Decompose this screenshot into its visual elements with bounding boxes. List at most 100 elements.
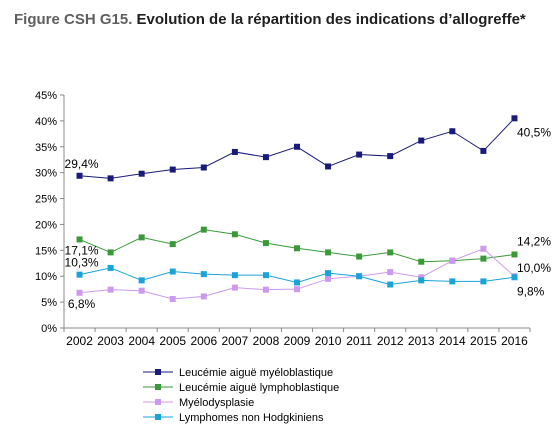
data-point	[200, 271, 207, 278]
data-point	[200, 164, 207, 171]
legend-marker	[155, 399, 161, 405]
data-point	[356, 151, 363, 158]
data-point	[169, 241, 176, 248]
y-tick-label: 10%	[35, 271, 57, 283]
x-tick-label: 2012	[377, 334, 404, 348]
data-point	[511, 251, 518, 258]
x-tick-label: 2010	[315, 334, 342, 348]
data-point	[449, 257, 456, 264]
data-point	[200, 293, 207, 300]
data-point	[262, 286, 269, 293]
figure-label: Figure CSH G15.	[14, 11, 133, 28]
data-label: 9,8%	[517, 284, 545, 298]
data-point	[418, 277, 425, 284]
data-point	[449, 278, 456, 285]
y-tick-label: 25%	[35, 194, 57, 206]
data-point	[356, 273, 363, 280]
x-tick-label: 2008	[253, 334, 280, 348]
y-tick-label: 0%	[41, 323, 57, 335]
legend-label: Leucémie aiguë lymphoblastique	[179, 382, 339, 394]
x-tick-label: 2007	[222, 334, 249, 348]
y-tick-label: 15%	[35, 245, 57, 257]
data-point	[200, 226, 207, 233]
y-tick-label: 40%	[35, 116, 57, 128]
x-tick-label: 2002	[66, 334, 93, 348]
data-point	[480, 278, 487, 285]
legend-marker	[155, 369, 161, 375]
data-point	[480, 255, 487, 262]
data-point	[169, 268, 176, 275]
y-tick-label: 5%	[41, 297, 57, 309]
data-point	[511, 115, 518, 122]
data-label: 10,3%	[65, 256, 99, 270]
data-label: 40,5%	[517, 125, 551, 139]
data-point	[325, 163, 332, 170]
x-tick-label: 2014	[439, 334, 466, 348]
x-tick-label: 2006	[190, 334, 217, 348]
chart-title: Figure CSH G15. Evolution de la répartit…	[14, 11, 526, 28]
data-point	[325, 275, 332, 282]
y-tick-label: 35%	[35, 142, 57, 154]
x-tick-label: 2011	[346, 334, 372, 348]
data-point	[76, 236, 83, 243]
data-point	[262, 154, 269, 161]
data-point	[294, 143, 300, 150]
data-point	[169, 166, 176, 173]
legend-label: Leucémie aiguë myéloblastique	[179, 367, 333, 379]
legend-marker	[155, 384, 161, 390]
data-point	[480, 245, 487, 252]
data-point	[76, 289, 83, 296]
data-point	[107, 175, 114, 182]
data-point	[387, 249, 394, 256]
x-tick-label: 2013	[408, 334, 435, 348]
data-point	[325, 270, 332, 277]
figure-title: Evolution de la répartition des indicati…	[136, 11, 526, 28]
data-point	[138, 234, 145, 241]
data-point	[262, 272, 269, 279]
y-tick-label: 20%	[35, 219, 57, 231]
x-tick-label: 2016	[501, 334, 528, 348]
data-point	[138, 277, 145, 284]
data-point	[231, 231, 238, 238]
x-tick-label: 2003	[97, 334, 124, 348]
data-label: 29,4%	[65, 157, 99, 171]
data-point	[418, 137, 425, 144]
data-point	[231, 272, 238, 279]
data-point	[449, 128, 456, 135]
data-label: 6,8%	[68, 297, 96, 311]
data-point	[107, 286, 114, 293]
y-tick-label: 30%	[35, 168, 57, 180]
data-label: 17,1%	[65, 243, 99, 257]
legend-label: Lymphomes non Hodgkiniens	[179, 412, 324, 424]
data-point	[387, 281, 394, 288]
data-point	[294, 245, 300, 252]
data-point	[262, 240, 269, 247]
data-point	[169, 296, 176, 303]
x-tick-label: 2004	[128, 334, 155, 348]
data-point	[294, 279, 300, 286]
data-point	[107, 264, 114, 271]
x-tick-label: 2009	[284, 334, 311, 348]
data-label: 14,2%	[517, 234, 551, 248]
data-point	[418, 274, 425, 281]
data-point	[480, 147, 487, 154]
data-point	[511, 274, 518, 281]
data-point	[76, 172, 83, 179]
data-point	[294, 286, 300, 293]
data-point	[356, 253, 363, 260]
data-point	[138, 287, 145, 294]
data-point	[76, 271, 83, 278]
data-label: 10,0%	[517, 261, 551, 275]
legend-marker	[155, 414, 161, 420]
data-point	[387, 269, 394, 276]
data-point	[418, 258, 425, 265]
data-point	[387, 153, 394, 160]
x-tick-label: 2015	[470, 334, 497, 348]
data-point	[107, 249, 114, 256]
data-point	[325, 249, 332, 256]
data-point	[231, 148, 238, 155]
y-tick-label: 45%	[35, 90, 57, 102]
data-point	[231, 284, 238, 291]
data-point	[138, 170, 145, 177]
